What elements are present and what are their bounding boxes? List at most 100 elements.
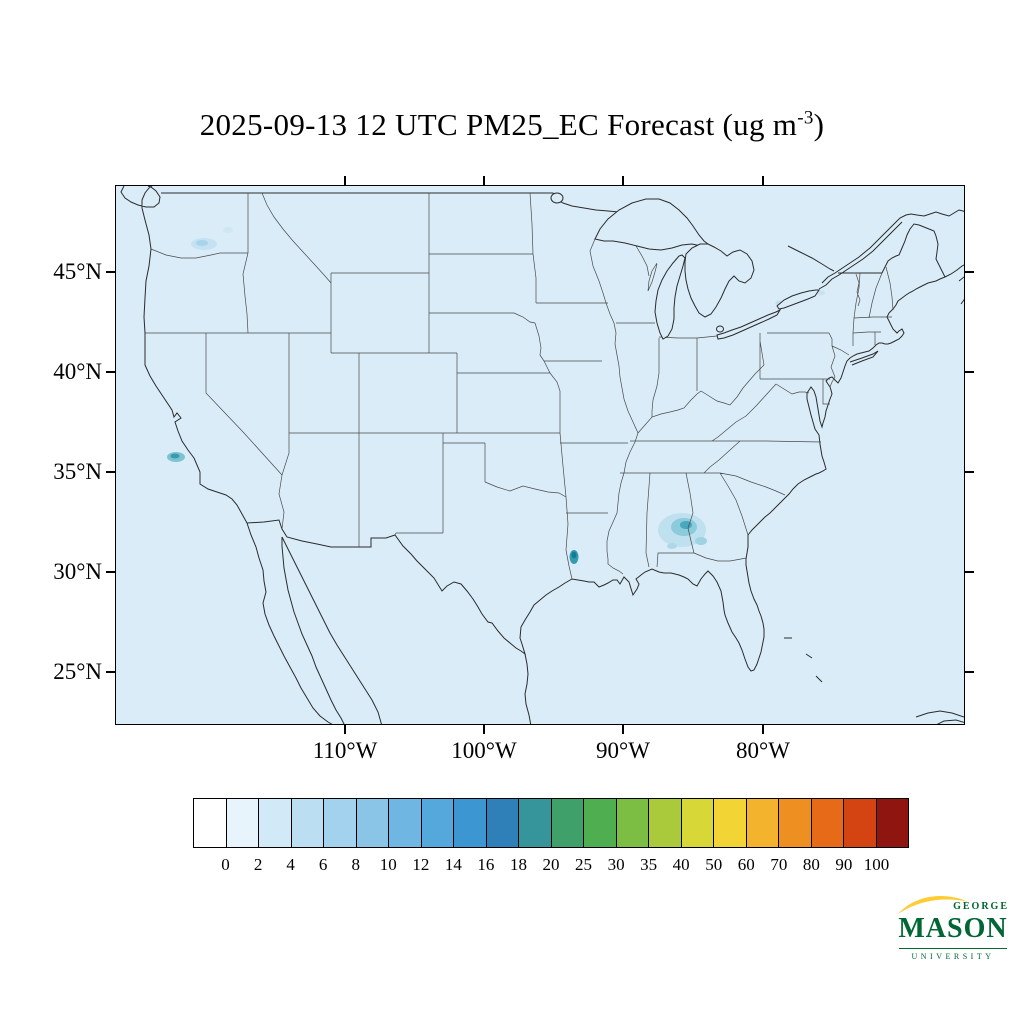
colorbar-cell (714, 799, 747, 847)
colorbar-tick-label: 60 (737, 855, 755, 874)
gmu-logo: GEORGE MASON UNIVERSITY (895, 893, 1011, 977)
colorbar-cell (779, 799, 812, 847)
lat-tick-right (965, 671, 974, 673)
colorbar-cell (876, 799, 908, 847)
colorbar-cell (616, 799, 649, 847)
figure-title-text: 2025-09-13 12 UTC PM25_EC Forecast (ug m (199, 107, 798, 142)
lake-ontario (776, 289, 820, 310)
lon-tick-label: 80°W (736, 738, 790, 763)
lat-tick-label: 25°N (53, 659, 102, 684)
colorbar-tick-label: 40 (672, 855, 690, 874)
colorbar-tick-label: 35 (640, 855, 658, 874)
lon-tick-bottom (483, 725, 485, 734)
colorbar-tick-label: 20 (542, 855, 560, 874)
colorbar-tick-label: 6 (318, 855, 328, 874)
gmu-george-text: GEORGE (953, 901, 1009, 912)
lon-tick-bottom (762, 725, 764, 734)
colorbar-tick-label: 14 (444, 855, 462, 874)
colorbar-tick-label: 30 (607, 855, 625, 874)
lon-tick-bottom (344, 725, 346, 734)
colorbar-cell (259, 799, 292, 847)
lat-tick-right (965, 471, 974, 473)
lat-tick-right (965, 571, 974, 573)
pm25-plume-washington-2 (223, 227, 233, 233)
colorbar-tick-label: 100 (863, 855, 890, 874)
lake-michigan (654, 254, 686, 340)
lat-tick-right (965, 371, 974, 373)
colorbar-cell (519, 799, 552, 847)
lon-tick-bottom (622, 725, 624, 734)
pm25-plume-alabama-georgia-core (680, 521, 692, 529)
figure-title-suffix: ) (813, 107, 825, 142)
state-borders (145, 192, 894, 580)
colorbar-cell (844, 799, 877, 847)
lon-tick-label: 100°W (451, 738, 517, 763)
colorbar-tick-label: 90 (835, 855, 853, 874)
lat-tick-label: 40°N (53, 359, 102, 384)
colorbar-cell (649, 799, 682, 847)
great-lakes (550, 192, 820, 340)
colorbar-tick-label: 50 (705, 855, 723, 874)
lon-tick-top (344, 176, 346, 185)
gmu-mason-text: MASON (898, 913, 1008, 944)
colorbar-tick-label: 70 (770, 855, 788, 874)
lat-tick-left (106, 371, 115, 373)
pm25-plumes (167, 227, 825, 564)
colorbar-tick-label: 8 (351, 855, 360, 874)
lon-tick-label: 90°W (596, 738, 650, 763)
colorbar-tick-label: 4 (286, 855, 295, 874)
lat-tick-right (965, 271, 974, 273)
colorbar-tick-label: 12 (412, 855, 430, 874)
lake-superior (594, 198, 710, 251)
colorbar-tick-label: 80 (802, 855, 820, 874)
colorbar-cell (194, 799, 227, 847)
colorbar-tick-label: 2 (253, 855, 263, 874)
lat-tick-label: 30°N (53, 559, 102, 584)
mexico-cuba-coastline (246, 522, 964, 724)
pm25-plume-washington-core (196, 240, 208, 246)
colorbar-tick-label: 0 (221, 855, 230, 874)
map-frame (115, 185, 965, 725)
colorbar-cell (389, 799, 422, 847)
colorbar-labels: 0 2 4 6 8 10 12 14 16 18 20 25 30 35 40 50 60 70 80 90 100 (193, 855, 909, 879)
colorbar-cell (226, 799, 259, 847)
colorbar-cell (681, 799, 714, 847)
pm25-plume-northeast (817, 290, 825, 296)
conus-map-svg (120, 186, 964, 724)
lake-erie (716, 308, 782, 340)
colorbar-cell (454, 799, 487, 847)
figure-title: 2025-09-13 12 UTC PM25_EC Forecast (ug m… (0, 107, 1024, 143)
lat-tick-left (106, 571, 115, 573)
colorbar-cell (811, 799, 844, 847)
figure-title-exponent: -3 (797, 107, 814, 129)
lon-tick-top (622, 176, 624, 185)
pm25-plume-california-core (170, 453, 180, 459)
colorbar-cell (584, 799, 617, 847)
colorbar-cell (746, 799, 779, 847)
lat-tick-left (106, 271, 115, 273)
colorbar-cell (486, 799, 519, 847)
colorbar-cell (324, 799, 357, 847)
lon-tick-top (762, 176, 764, 185)
colorbar-cell (551, 799, 584, 847)
colorbar-tick-label: 16 (477, 855, 495, 874)
colorbar-cell (421, 799, 454, 847)
lake-of-the-woods (550, 192, 564, 204)
gmu-university-text: UNIVERSITY (911, 952, 995, 961)
lake-huron (684, 243, 755, 318)
pm25-plume-texas-louisiana-core (571, 551, 577, 559)
colorbar-tick-label: 10 (379, 855, 397, 874)
colorbar-cell (291, 799, 324, 847)
lat-tick-left (106, 471, 115, 473)
lon-tick-top (483, 176, 485, 185)
lon-tick-label: 110°W (312, 738, 378, 763)
colorbar-tick-label: 25 (575, 855, 593, 874)
pm25-plume-georgia-south (695, 537, 707, 545)
lat-tick-label: 45°N (53, 259, 102, 284)
gmu-rule (899, 948, 1007, 949)
pm25-plume-alabama-south (667, 543, 677, 549)
us-coastline (141, 207, 946, 672)
gmu-swoosh-icon (898, 895, 969, 914)
colorbar (193, 798, 909, 848)
